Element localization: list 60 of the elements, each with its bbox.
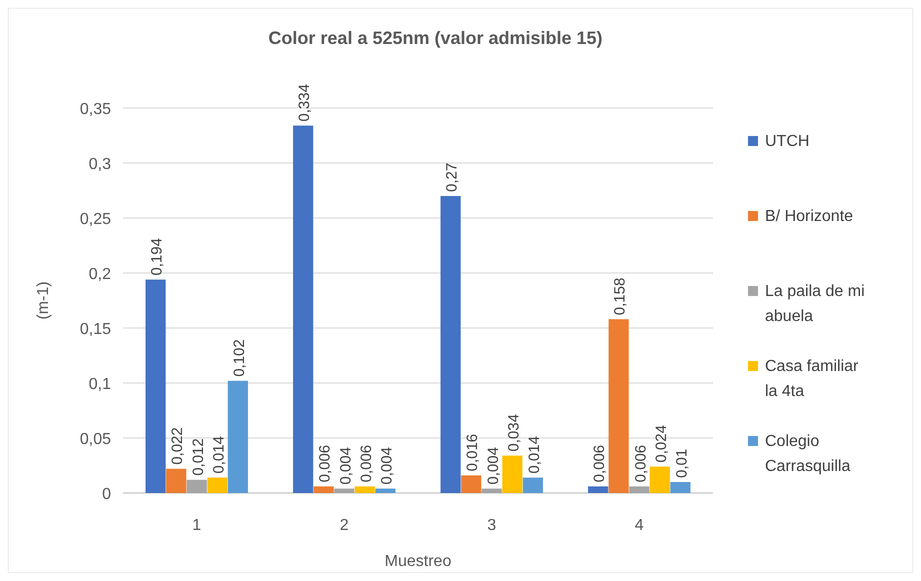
x-tick-label: 1 bbox=[192, 517, 202, 534]
bar bbox=[502, 456, 522, 493]
data-label: 0,27 bbox=[444, 162, 461, 192]
data-label: 0,006 bbox=[591, 444, 608, 482]
data-label: 0,004 bbox=[378, 447, 396, 485]
data-label: 0,016 bbox=[464, 434, 482, 472]
y-tick-label: 0,15 bbox=[80, 321, 112, 338]
bar bbox=[588, 486, 608, 493]
data-label: 0,004 bbox=[337, 447, 354, 485]
chart-title: Color real a 525nm (valor admisible 15) bbox=[268, 28, 603, 48]
y-tick-label: 0,3 bbox=[88, 156, 112, 173]
data-label: 0,014 bbox=[526, 436, 543, 474]
legend-label: Colegio Carrasquilla bbox=[765, 433, 850, 475]
bar bbox=[440, 196, 461, 493]
bar bbox=[314, 486, 334, 493]
y-tick-label: 0,25 bbox=[80, 211, 112, 228]
data-label: 0,012 bbox=[190, 438, 207, 476]
legend-label: UTCH bbox=[765, 133, 810, 150]
bar bbox=[207, 478, 228, 493]
bar bbox=[334, 488, 354, 493]
bar bbox=[293, 126, 314, 493]
bar bbox=[354, 486, 375, 493]
data-label: 0,334 bbox=[296, 84, 314, 122]
data-label: 0,004 bbox=[484, 447, 502, 485]
data-label: 0,006 bbox=[316, 444, 334, 482]
bar bbox=[375, 488, 396, 493]
legend-label: Casa familiar la 4ta bbox=[765, 358, 860, 400]
y-tick-label: 0,1 bbox=[88, 376, 112, 393]
y-tick-label: 0,35 bbox=[80, 101, 112, 118]
y-tick-label: 0,05 bbox=[80, 431, 112, 448]
data-label: 0,014 bbox=[210, 436, 228, 474]
x-axis-title: Muestreo bbox=[384, 553, 452, 570]
data-label: 0,024 bbox=[652, 425, 670, 463]
bar bbox=[670, 482, 690, 493]
data-label: 0,006 bbox=[358, 444, 375, 482]
legend-label: La paila de mi abuela bbox=[765, 283, 865, 325]
bar bbox=[629, 486, 650, 493]
bar bbox=[650, 466, 670, 493]
bar bbox=[186, 480, 207, 493]
data-label: 0,022 bbox=[169, 427, 186, 465]
data-label: 0,194 bbox=[148, 238, 166, 276]
y-tick-label: 0 bbox=[102, 486, 112, 503]
y-axis-title: (m-1) bbox=[35, 281, 52, 320]
data-label: 0,158 bbox=[612, 278, 629, 316]
bar bbox=[461, 475, 482, 493]
bar bbox=[522, 478, 543, 493]
bar bbox=[146, 280, 166, 493]
bar bbox=[608, 319, 629, 493]
bar bbox=[228, 380, 248, 493]
x-tick-label: 4 bbox=[634, 517, 644, 534]
bar bbox=[166, 468, 186, 493]
x-tick-label: 3 bbox=[487, 517, 496, 534]
data-label: 0,034 bbox=[505, 414, 522, 452]
data-label: 0,102 bbox=[230, 339, 248, 377]
data-label: 0,01 bbox=[673, 448, 690, 478]
data-label: 0,006 bbox=[632, 444, 650, 482]
x-tick-label: 2 bbox=[340, 517, 349, 534]
y-tick-label: 0,2 bbox=[88, 266, 112, 283]
bar bbox=[482, 488, 502, 493]
legend-label: B/ Horizonte bbox=[765, 208, 854, 225]
